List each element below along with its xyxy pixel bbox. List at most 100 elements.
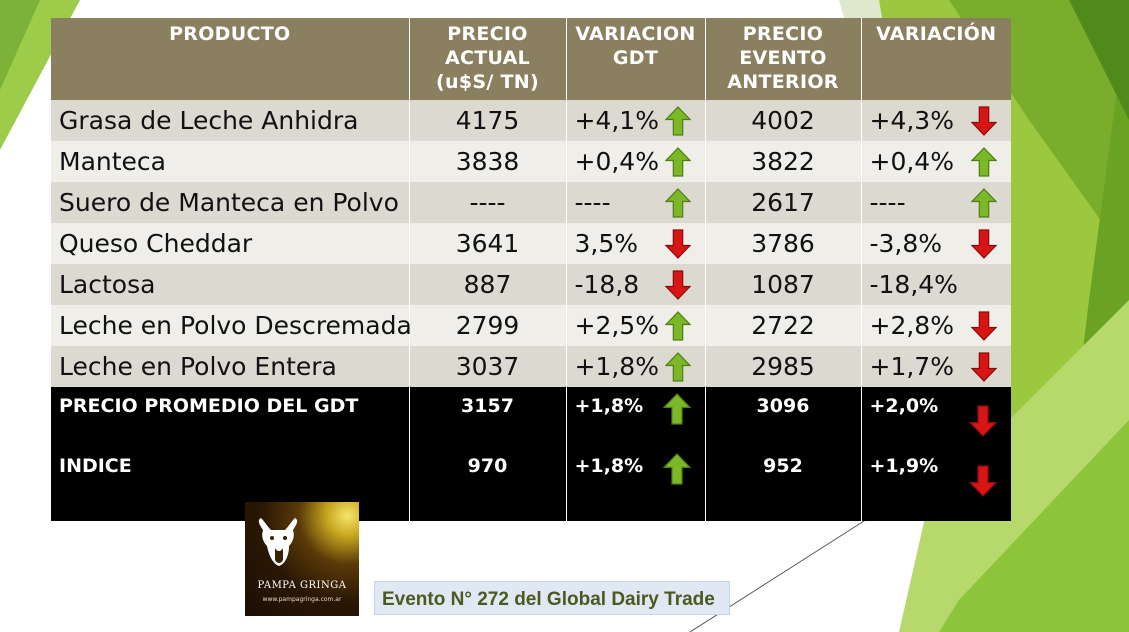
- variation-cell: +1,7%: [861, 346, 1011, 387]
- up-arrow-icon: [662, 393, 691, 425]
- up-arrow-icon: [664, 105, 691, 136]
- previous-price: 3822: [705, 141, 862, 182]
- up-arrow-icon: [662, 453, 691, 485]
- event-caption-box[interactable]: Evento N° 272 del Global Dairy Trade: [374, 581, 730, 615]
- up-arrow-icon: [664, 310, 691, 341]
- variation: -3,8%: [869, 229, 943, 258]
- summary-label: INDICE: [51, 447, 410, 521]
- table-row: Suero de Manteca en Polvo ---- ---- 2617 ---…: [51, 182, 1011, 223]
- gdt-variation-cell: +2,5%: [566, 305, 706, 346]
- down-arrow-icon: [664, 269, 691, 300]
- table-row: Grasa de Leche Anhidra 4175 +4,1% 4002 +4,3%: [51, 100, 1011, 141]
- product-name: Grasa de Leche Anhidra: [51, 100, 410, 141]
- logo-brand-text: PAMPA GRINGA: [257, 580, 347, 591]
- header-gdt-variation: VARIACION GDT: [566, 18, 706, 100]
- variation: -18,4%: [869, 270, 958, 299]
- current-price: 4175: [409, 100, 567, 141]
- table-row: Queso Cheddar 3641 3,5% 3786 -3,8%: [51, 223, 1011, 264]
- variation: +0,4%: [869, 147, 954, 176]
- summary-row: PRECIO PROMEDIO DEL GDT 3157 +1,8% 3096 +2,0…: [51, 387, 1011, 447]
- header-product: PRODUCTO: [51, 18, 410, 100]
- gdt-variation: 3,5%: [574, 229, 639, 258]
- variation-cell: +4,3%: [861, 100, 1011, 141]
- gdt-variation-cell: -18,8: [566, 264, 706, 305]
- variation-cell: ----: [861, 182, 1011, 223]
- gdt-variation: +4,1%: [574, 106, 659, 135]
- current-price: 3037: [409, 346, 567, 387]
- up-arrow-icon: [971, 187, 997, 218]
- previous-price: 3786: [705, 223, 862, 264]
- pampa-gringa-logo: PAMPA GRINGA www.pampagringa.com.ar: [245, 502, 359, 616]
- summary-variation-cell: +1,9%: [861, 447, 1011, 521]
- previous-price: 1087: [705, 264, 862, 305]
- variation-cell: -18,4%: [861, 264, 1011, 305]
- product-name: Manteca: [51, 141, 410, 182]
- product-name: Leche en Polvo Descremada: [51, 305, 412, 346]
- up-arrow-icon: [971, 146, 997, 177]
- down-arrow-icon: [971, 228, 997, 259]
- summary-variation: +1,9%: [869, 455, 939, 477]
- gdt-variation-cell: +4,1%: [566, 100, 706, 141]
- summary-gdt-variation-cell: +1,8%: [566, 447, 706, 521]
- summary-variation-cell: +2,0%: [861, 387, 1011, 447]
- product-name: Queso Cheddar: [51, 223, 410, 264]
- gdt-variation: +2,5%: [574, 311, 659, 340]
- summary-previous-price: 3096: [705, 387, 862, 447]
- variation: +1,7%: [869, 352, 954, 381]
- current-price: ----: [409, 182, 567, 223]
- table-header-row: PRODUCTO PRECIO ACTUAL (u$S/ TN) VARIACI…: [51, 18, 1011, 100]
- gdt-prices-table: PRODUCTO PRECIO ACTUAL (u$S/ TN) VARIACI…: [51, 18, 1011, 521]
- variation-cell: +0,4%: [861, 141, 1011, 182]
- summary-gdt-variation-cell: +1,8%: [566, 387, 706, 447]
- summary-gdt-variation: +1,8%: [574, 455, 644, 477]
- table-row: Manteca 3838 +0,4% 3822 +0,4%: [51, 141, 1011, 182]
- up-arrow-icon: [664, 187, 691, 218]
- gdt-variation-cell: +1,8%: [566, 346, 706, 387]
- gdt-variation: +0,4%: [574, 147, 659, 176]
- event-caption-text: Evento N° 272 del Global Dairy Trade: [382, 589, 715, 610]
- previous-price: 2617: [705, 182, 862, 223]
- down-arrow-icon: [971, 105, 997, 136]
- up-arrow-icon: [664, 351, 691, 382]
- table-row: Lactosa 887 -18,8 1087 -18,4%: [51, 264, 1011, 305]
- previous-price: 2985: [705, 346, 862, 387]
- gdt-variation-cell: 3,5%: [566, 223, 706, 264]
- current-price: 2799: [409, 305, 567, 346]
- product-name: Suero de Manteca en Polvo: [51, 182, 410, 223]
- gdt-variation: +1,8%: [574, 352, 659, 381]
- header-previous-price: PRECIO EVENTO ANTERIOR: [705, 18, 862, 100]
- gdt-variation: -18,8: [574, 270, 640, 299]
- gdt-variation: ----: [574, 188, 611, 217]
- down-arrow-icon: [971, 351, 997, 382]
- header-current-price: PRECIO ACTUAL (u$S/ TN): [409, 18, 567, 100]
- down-arrow-icon: [664, 228, 691, 259]
- product-name: Lactosa: [51, 264, 410, 305]
- summary-label: PRECIO PROMEDIO DEL GDT: [51, 387, 410, 447]
- variation: +2,8%: [869, 311, 954, 340]
- table-row: Leche en Polvo Descremada 2799 +2,5% 2722 +2…: [51, 305, 1011, 346]
- current-price: 3641: [409, 223, 567, 264]
- down-arrow-icon: [969, 465, 997, 497]
- header-variation: VARIACIÓN: [861, 18, 1011, 100]
- previous-price: 2722: [705, 305, 862, 346]
- logo-url-text: www.pampagringa.com.ar: [262, 596, 342, 603]
- previous-price: 4002: [705, 100, 862, 141]
- gdt-variation-cell: +0,4%: [566, 141, 706, 182]
- up-arrow-icon: [664, 146, 691, 177]
- current-price: 887: [409, 264, 567, 305]
- product-name: Leche en Polvo Entera: [51, 346, 410, 387]
- down-arrow-icon: [971, 310, 997, 341]
- gdt-variation-cell: ----: [566, 182, 706, 223]
- summary-gdt-variation: +1,8%: [574, 395, 644, 417]
- variation: ----: [869, 188, 906, 217]
- variation-cell: -3,8%: [861, 223, 1011, 264]
- variation-cell: +2,8%: [861, 305, 1011, 346]
- variation: +4,3%: [869, 106, 954, 135]
- down-arrow-icon: [969, 405, 997, 437]
- cow-head-icon: [258, 518, 298, 566]
- summary-price: 970: [409, 447, 567, 521]
- summary-variation: +2,0%: [869, 395, 939, 417]
- summary-row: INDICE 970 +1,8% 952 +1,9%: [51, 447, 1011, 521]
- summary-previous-price: 952: [705, 447, 862, 521]
- current-price: 3838: [409, 141, 567, 182]
